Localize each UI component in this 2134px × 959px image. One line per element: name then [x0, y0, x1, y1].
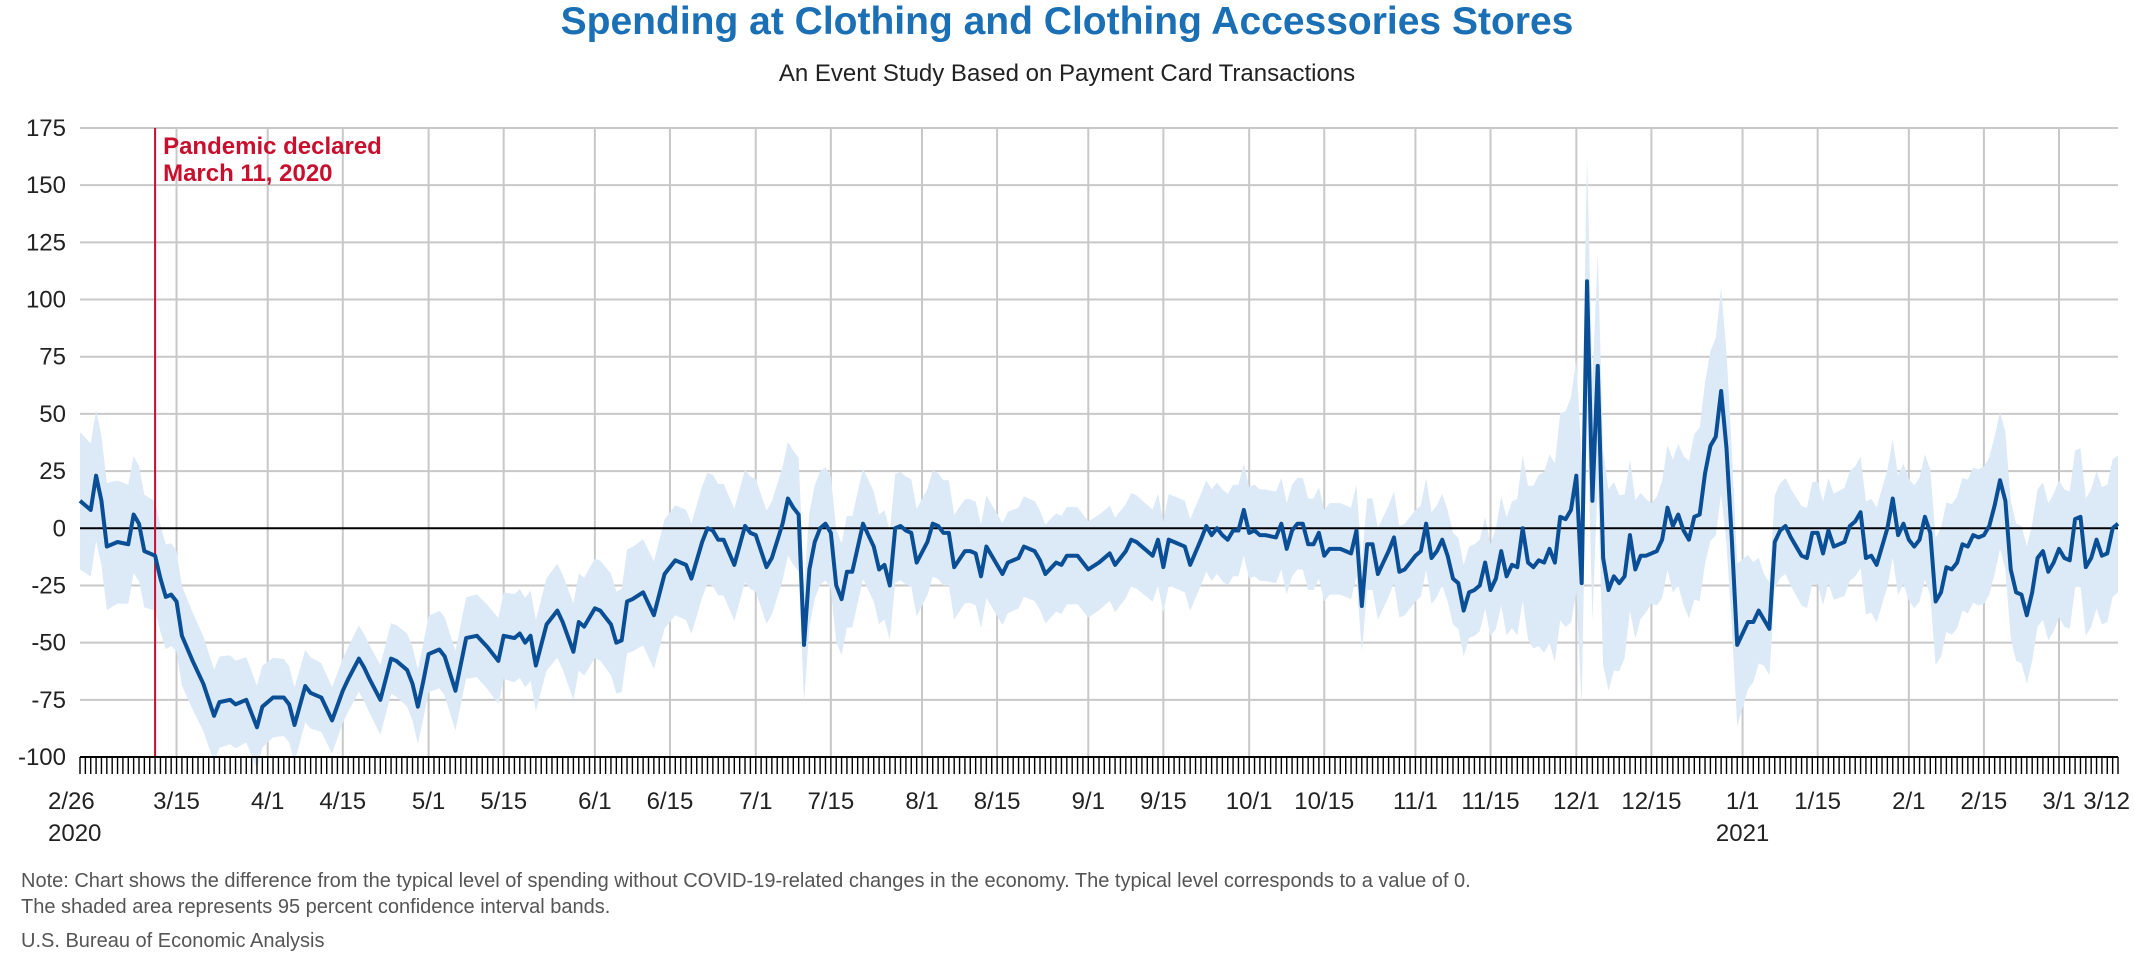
x-tick-label: 10/15 [1294, 788, 1354, 815]
y-tick-label: -25 [31, 572, 66, 599]
chart-title: Spending at Clothing and Clothing Access… [560, 0, 1574, 43]
x-tick-label: 2/15 [1961, 788, 2008, 815]
x-tick-label: 9/1 [1072, 788, 1105, 815]
x-tick-label: 12/15 [1621, 788, 1681, 815]
event-annotation-line1: Pandemic declared [163, 133, 382, 160]
y-tick-label: -75 [31, 687, 66, 714]
x-tick-label: 9/15 [1140, 788, 1187, 815]
y-tick-label: 150 [26, 172, 66, 199]
x-tick-label: 7/1 [739, 788, 772, 815]
x-tick-label: 5/1 [412, 788, 445, 815]
x-tick-label: 10/1 [1226, 788, 1273, 815]
y-tick-label: 125 [26, 229, 66, 256]
x-tick-label: 2/26 [48, 788, 95, 815]
note-line-1: Note: Chart shows the difference from th… [21, 870, 1471, 892]
y-tick-label: -50 [31, 630, 66, 657]
y-tick-label: 75 [39, 344, 66, 371]
x-tick-label: 1/1 [1726, 788, 1759, 815]
chart-note: Note: Chart shows the difference from th… [21, 868, 1471, 920]
x-tick-label: 7/15 [807, 788, 854, 815]
y-tick-label: 0 [53, 515, 66, 542]
x-tick-label: 3/12 [2083, 788, 2130, 815]
x-tick-label: 11/15 [1461, 788, 1519, 815]
x-tick-label: 6/15 [647, 788, 694, 815]
x-day-ticks [79, 757, 2119, 774]
x-tick-label: 2/1 [1892, 788, 1925, 815]
x-tick-label: 11/1 [1393, 788, 1438, 815]
x-tick-label: 8/1 [905, 788, 938, 815]
x-year-label: 2020 [48, 820, 101, 847]
x-tick-label: 4/15 [319, 788, 366, 815]
y-tick-label: -100 [18, 744, 66, 771]
y-tick-label: 175 [26, 115, 66, 142]
chart-canvas: Pandemic declared March 11, 2020 1751501… [18, 115, 2130, 847]
x-tick-label: 3/1 [2042, 788, 2075, 815]
y-tick-label: 25 [39, 458, 66, 485]
x-tick-label: 5/15 [480, 788, 527, 815]
x-tick-label: 4/1 [251, 788, 284, 815]
x-tick-label: 12/1 [1553, 788, 1600, 815]
event-annotation-line2: March 11, 2020 [163, 160, 332, 187]
x-axis: 2/26 2020 3/15 4/1 4/15 5/1 5/15 6/1 6/15 7/1 7/15… [48, 756, 2130, 847]
note-line-2: The shaded area represents 95 percent co… [21, 896, 611, 918]
x-year-label: 2021 [1716, 820, 1769, 847]
chart-subtitle: An Event Study Based on Payment Card Tra… [778, 60, 1356, 87]
x-tick-label: 3/15 [153, 788, 200, 815]
y-tick-label: 100 [26, 287, 66, 314]
x-tick-label: 6/1 [578, 788, 611, 815]
x-tick-label: 8/15 [974, 788, 1021, 815]
y-axis-ticks: 175 150 125 100 75 50 25 0 -25 -50 -75 -100 [18, 115, 66, 771]
y-tick-label: 50 [39, 401, 66, 428]
spending-line [78, 279, 2120, 730]
source-credit: U.S. Bureau of Economic Analysis [21, 930, 325, 952]
x-tick-label: 1/15 [1794, 788, 1841, 815]
